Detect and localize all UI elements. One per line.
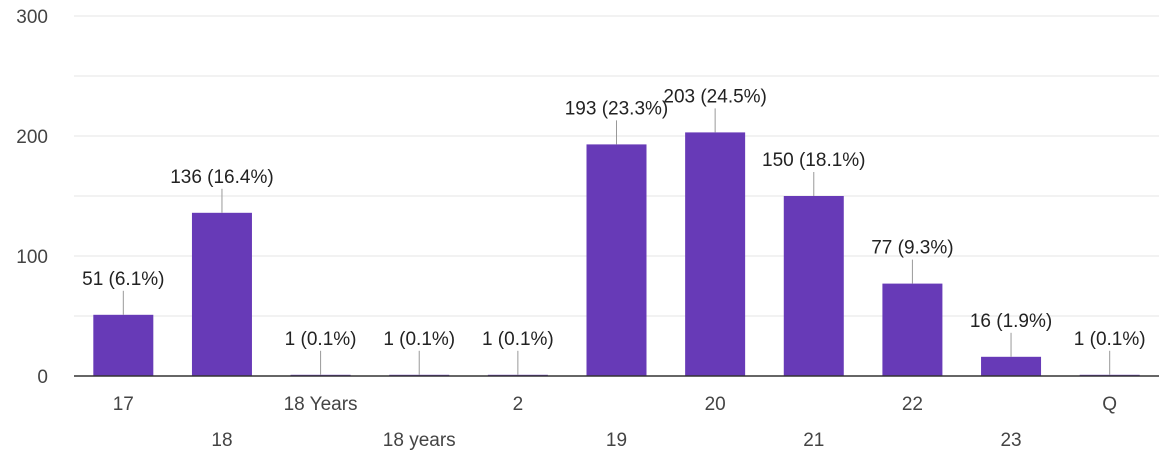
y-tick-label: 200 — [16, 127, 48, 148]
bar — [191, 212, 252, 376]
data-label: 1 (0.1%) — [1074, 329, 1146, 350]
data-label: 77 (9.3%) — [871, 238, 953, 259]
data-label: 1 (0.1%) — [285, 329, 357, 350]
data-label: 150 (18.1%) — [762, 150, 866, 171]
y-tick-label: 100 — [16, 247, 48, 268]
data-label: 136 (16.4%) — [170, 167, 274, 188]
x-tick-label: 2 — [513, 394, 524, 415]
data-label: 51 (6.1%) — [82, 269, 164, 290]
x-axis-ticks: 17 18 18 Years 18 years 2 19 20 21 22 23 Q — [113, 394, 1117, 451]
x-tick-label: 23 — [1000, 430, 1021, 451]
data-label: 193 (23.3%) — [565, 98, 669, 119]
x-tick-label: 20 — [705, 394, 726, 415]
data-labels: 51 (6.1%) 136 (16.4%) 1 (0.1%) 1 (0.1%) 1 (0… — [82, 86, 1145, 349]
x-tick-label: 18 — [211, 430, 232, 451]
x-tick-label: 21 — [803, 430, 824, 451]
bar — [882, 283, 943, 376]
data-label: 16 (1.9%) — [970, 311, 1052, 332]
data-label: 1 (0.1%) — [482, 329, 554, 350]
x-tick-label: Q — [1102, 394, 1117, 415]
y-tick-label: 0 — [37, 367, 48, 388]
x-tick-label: 19 — [606, 430, 627, 451]
y-tick-label: 300 — [16, 7, 48, 28]
data-label-leaders — [122, 108, 1111, 375]
bar — [981, 356, 1042, 376]
x-tick-label: 22 — [902, 394, 923, 415]
data-label: 1 (0.1%) — [383, 329, 455, 350]
bar — [685, 132, 746, 376]
x-tick-label: 17 — [113, 394, 134, 415]
bar — [93, 314, 154, 376]
data-label: 203 (24.5%) — [663, 86, 767, 107]
bar — [586, 144, 647, 376]
bar — [783, 196, 844, 376]
x-tick-label: 18 years — [383, 430, 456, 451]
y-axis-ticks: 0 100 200 300 — [16, 7, 48, 388]
x-tick-label: 18 Years — [284, 394, 358, 415]
